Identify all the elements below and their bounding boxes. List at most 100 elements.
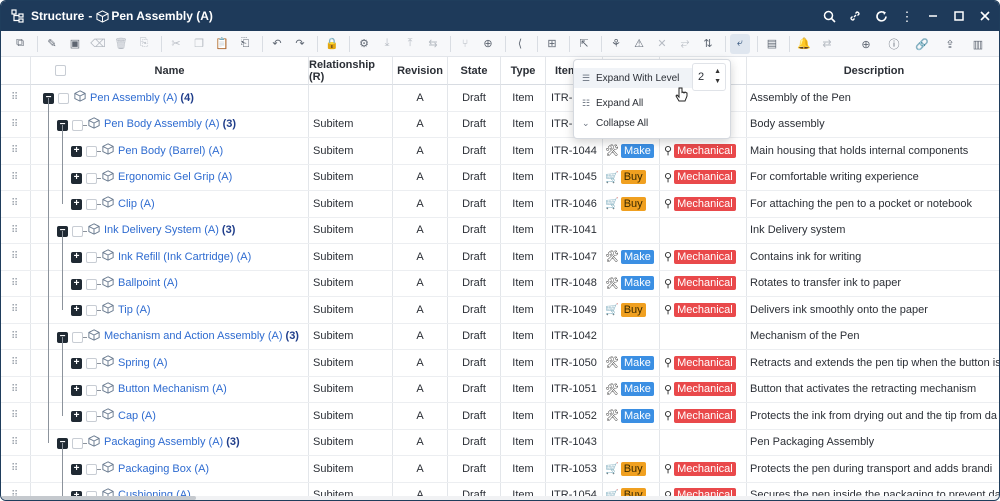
- drag-handle-icon[interactable]: ⠿: [11, 483, 18, 500]
- drag-handle-icon[interactable]: ⠿: [11, 330, 18, 342]
- clear-icon[interactable]: ✕: [657, 38, 667, 50]
- expand-icon[interactable]: +: [71, 358, 82, 369]
- table-row[interactable]: ⠿ + Ergonomic Gel Grip (A) Subitem A Draft Ite…: [1, 164, 999, 191]
- item-name-link[interactable]: Button Mechanism (A): [102, 377, 227, 403]
- row-checkbox[interactable]: [72, 225, 83, 237]
- sort-icon[interactable]: ⇅: [703, 38, 713, 50]
- item-name-link[interactable]: Tip (A): [102, 297, 151, 323]
- select-all-checkbox[interactable]: [55, 65, 66, 76]
- delete-icon[interactable]: 🗑: [114, 38, 128, 50]
- drag-handle-icon[interactable]: ⠿: [11, 118, 18, 130]
- table-row[interactable]: ⠿ + Ballpoint (A) Subitem A Draft Item ITR-1048…: [1, 270, 999, 297]
- more-vertical-icon[interactable]: ⋮: [900, 8, 914, 24]
- table-row[interactable]: ⠿ −Ink Delivery System (A)(3)SubitemADraf…: [1, 217, 999, 244]
- report-icon[interactable]: ▤: [766, 38, 778, 50]
- drag-handle-icon[interactable]: ⠿: [11, 171, 18, 183]
- row-checkbox[interactable]: [86, 490, 97, 500]
- expand-icon[interactable]: +: [71, 146, 82, 157]
- minimize-icon[interactable]: [925, 8, 941, 24]
- header-state[interactable]: State: [448, 57, 501, 85]
- row-checkbox[interactable]: [86, 278, 97, 290]
- notification-icon[interactable]: 🔔: [797, 38, 811, 50]
- drag-handle-icon[interactable]: ⠿: [11, 463, 18, 475]
- header-relationship[interactable]: Relationship (R): [309, 57, 393, 85]
- header-revision[interactable]: Revision: [393, 57, 448, 85]
- row-checkbox[interactable]: [86, 384, 97, 396]
- item-name-link[interactable]: Packaging Box (A): [102, 456, 209, 482]
- indent-down-icon[interactable]: ⤓: [384, 37, 390, 49]
- upload-icon[interactable]: ⇪: [945, 38, 955, 51]
- item-name-link[interactable]: Ballpoint (A): [102, 271, 178, 297]
- scrollbar-thumb[interactable]: [1, 496, 196, 500]
- expand-icon[interactable]: +: [71, 252, 82, 263]
- horizontal-scrollbar[interactable]: [1, 496, 999, 500]
- drag-handle-icon[interactable]: ⠿: [11, 92, 18, 104]
- open-external-icon[interactable]: ⧉: [16, 37, 24, 49]
- add-icon[interactable]: ⊕: [861, 38, 871, 51]
- row-checkbox[interactable]: [86, 358, 97, 369]
- drag-handle-icon[interactable]: ⠿: [11, 304, 18, 316]
- add-circle-icon[interactable]: ⊕: [483, 38, 493, 50]
- expand-icon[interactable]: +: [71, 305, 82, 316]
- drag-handle-icon[interactable]: ⠿: [11, 383, 18, 395]
- table-row[interactable]: ⠿ −Packaging Assembly (A)(3)SubitemADraft…: [1, 429, 999, 456]
- hierarchy-icon[interactable]: ⚘: [611, 38, 621, 50]
- document-settings-icon[interactable]: ⚙: [359, 38, 369, 50]
- header-description[interactable]: Description: [747, 57, 999, 85]
- drag-handle-icon[interactable]: ⠿: [11, 224, 18, 236]
- replace-icon[interactable]: ⥂: [680, 37, 690, 49]
- info-icon[interactable]: ⓘ: [888, 39, 900, 51]
- expand-icon[interactable]: +: [71, 199, 82, 210]
- item-name-link[interactable]: Pen Body (Barrel) (A): [102, 138, 223, 164]
- expand-icon[interactable]: +: [71, 411, 82, 422]
- lock-icon[interactable]: 🔒: [325, 38, 339, 50]
- drag-handle-icon[interactable]: ⠿: [11, 410, 18, 422]
- drag-handle-icon[interactable]: ⠿: [11, 277, 18, 289]
- row-checkbox[interactable]: [72, 437, 83, 449]
- table-row[interactable]: ⠿ + Tip (A) Subitem A Draft Item ITR-1049 🛒 Buy ⚲ M…: [1, 297, 999, 324]
- table-row[interactable]: ⠿ + Packaging Box (A) Subitem A Draft Item ITR-…: [1, 456, 999, 483]
- item-name-link[interactable]: Pen Assembly (A) (4): [74, 85, 194, 111]
- table-row[interactable]: ⠿ −Pen Body Assembly (A)(3)SubitemADraftI…: [1, 111, 999, 138]
- expand-icon[interactable]: +: [71, 490, 82, 500]
- row-checkbox[interactable]: [86, 172, 97, 184]
- row-checkbox[interactable]: [86, 305, 97, 316]
- header-type[interactable]: Type: [501, 57, 546, 85]
- drag-handle-icon[interactable]: ⠿: [11, 145, 18, 157]
- stepper-arrows-icon[interactable]: ▲ ▼: [714, 68, 721, 85]
- merge-icon[interactable]: ⑂: [461, 37, 469, 50]
- expand-icon[interactable]: +: [71, 464, 82, 475]
- item-name-link[interactable]: Pen Body Assembly (A) (3): [88, 112, 236, 138]
- compare-icon[interactable]: ⊞: [547, 38, 557, 50]
- link-icon[interactable]: 🔗: [915, 38, 929, 51]
- item-name-link[interactable]: Cap (A): [102, 403, 156, 429]
- table-row[interactable]: ⠿ + Spring (A) Subitem A Draft Item ITR-1050 🛠 Ma…: [1, 350, 999, 377]
- table-row[interactable]: ⠿ + Cap (A) Subitem A Draft Item ITR-1052 🛠 Make ⚲…: [1, 403, 999, 430]
- item-name-link[interactable]: Mechanism and Action Assembly (A) (3): [88, 324, 299, 350]
- paste-icon[interactable]: 📋: [215, 38, 229, 50]
- table-row[interactable]: ⠿ + Pen Body (Barrel) (A) Subitem A Draft Item…: [1, 138, 999, 165]
- level-stepper[interactable]: 2 ▲ ▼: [692, 63, 726, 91]
- expand-icon[interactable]: +: [71, 172, 82, 184]
- undo-icon[interactable]: ↶: [272, 38, 282, 50]
- copy-icon[interactable]: ⎘: [139, 37, 149, 49]
- save-icon[interactable]: ▣: [69, 38, 81, 50]
- menu-item-expand-with-level[interactable]: ☰ Expand With Level: [574, 68, 692, 88]
- item-name-link[interactable]: Clip (A): [102, 191, 155, 217]
- table-row[interactable]: ⠿ −Mechanism and Action Assembly (A)(3)Su…: [1, 323, 999, 350]
- row-checkbox[interactable]: [86, 146, 97, 157]
- item-name-link[interactable]: Spring (A): [102, 350, 168, 376]
- item-name-link[interactable]: Ink Delivery System (A) (3): [88, 218, 235, 244]
- menu-item-collapse-all[interactable]: ⌄ Collapse All: [574, 113, 730, 133]
- table-row[interactable]: ⠿ + Ink Refill (Ink Cartridge) (A) Subitem A…: [1, 244, 999, 271]
- table-row[interactable]: ⠿ + Button Mechanism (A) Subitem A Draft Item I…: [1, 376, 999, 403]
- header-name[interactable]: Name: [31, 57, 309, 85]
- menu-item-expand-all[interactable]: ☷ Expand All: [574, 93, 730, 113]
- row-checkbox[interactable]: [86, 199, 97, 210]
- item-name-link[interactable]: Ergonomic Gel Grip (A): [102, 165, 232, 191]
- item-name-link[interactable]: Packaging Assembly (A) (3): [88, 430, 240, 456]
- edit-icon[interactable]: ✎: [47, 38, 57, 50]
- redo-icon[interactable]: ↷: [295, 38, 305, 50]
- item-name-link[interactable]: Ink Refill (Ink Cartridge) (A): [102, 244, 251, 270]
- columns-icon[interactable]: ▥: [972, 38, 984, 51]
